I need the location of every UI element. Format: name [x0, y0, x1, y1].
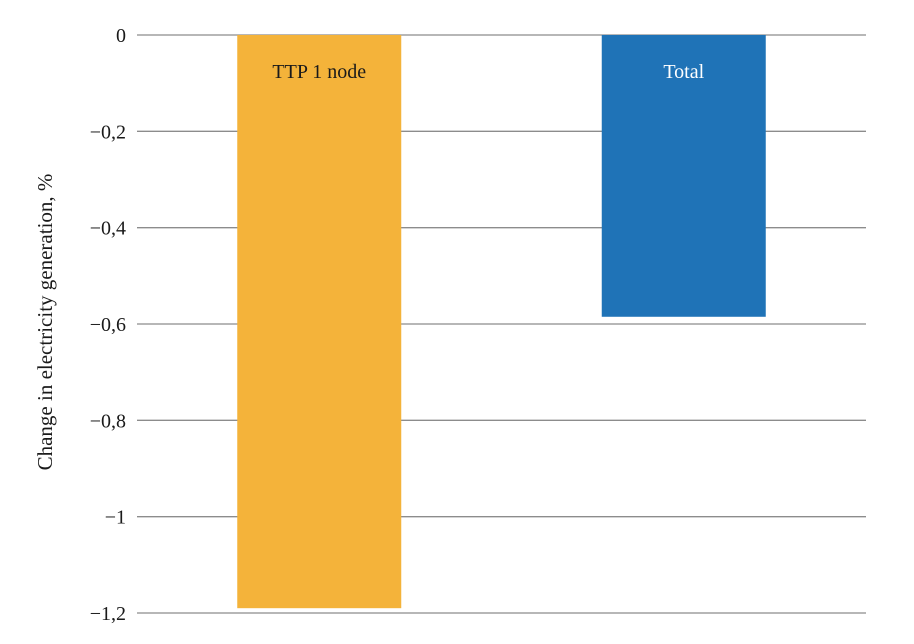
y-tick-label: −0,8 [90, 410, 126, 432]
y-axis-tick-labels: 0 −0,2 −0,4 −0,6 −0,8 −1 −1,2 [90, 25, 126, 625]
y-axis-title: Change in electricity generation, % [33, 174, 57, 471]
y-tick-label: −1 [105, 507, 126, 529]
bar-category-label: TTP 1 node [272, 61, 366, 83]
y-tick-label: −1,2 [90, 603, 126, 625]
bar-labels: TTP 1 node Total [272, 61, 704, 83]
bars [237, 35, 766, 609]
bar [601, 35, 766, 317]
bar-category-label: Total [663, 61, 704, 83]
y-tick-label: −0,4 [90, 218, 126, 240]
y-tick-label: −0,2 [90, 121, 126, 143]
y-tick-label: −0,6 [90, 314, 126, 336]
y-tick-label: 0 [116, 25, 126, 47]
bar [237, 35, 402, 609]
